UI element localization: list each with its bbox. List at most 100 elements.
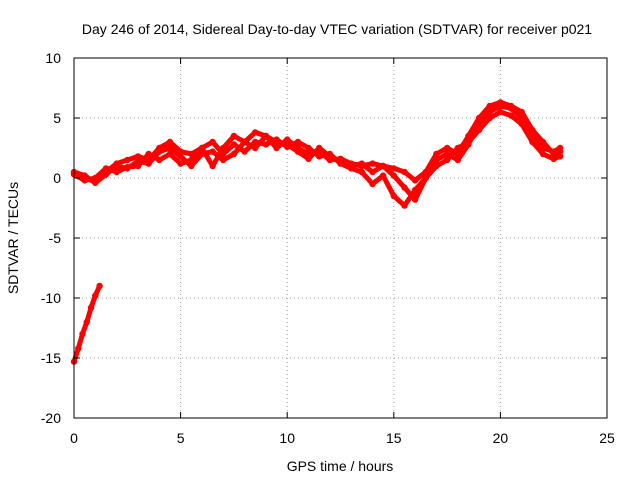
chart-title: Day 246 of 2014, Sidereal Day-to-day VTE… xyxy=(82,21,592,37)
data-point xyxy=(475,120,483,128)
x-tick-label: 20 xyxy=(493,430,509,446)
data-point xyxy=(433,150,440,158)
x-tick-label: 15 xyxy=(386,430,402,446)
data-point xyxy=(252,129,259,136)
data-point xyxy=(411,177,419,184)
data-point xyxy=(145,150,152,158)
data-point xyxy=(87,304,95,311)
data-point xyxy=(556,153,564,160)
data-point xyxy=(294,148,302,155)
data-point xyxy=(209,148,216,155)
data-point xyxy=(273,144,280,152)
data-point xyxy=(209,138,216,146)
data-point xyxy=(294,138,302,146)
data-point xyxy=(156,148,163,155)
data-point xyxy=(443,156,451,164)
x-tick-label: 10 xyxy=(279,430,295,446)
data-point xyxy=(305,144,312,152)
axis-ticks: 0 5 10 15 20 25 -20 -15 -10 -5 0 5 10 xyxy=(41,50,615,446)
data-point xyxy=(401,184,408,191)
data-point xyxy=(198,150,206,158)
series-track-b xyxy=(70,108,564,209)
grid-lines xyxy=(74,58,607,418)
data-point xyxy=(102,171,110,178)
data-point xyxy=(262,141,270,148)
data-point xyxy=(379,172,387,179)
data-point xyxy=(411,196,419,203)
data-point xyxy=(83,318,91,326)
data-point xyxy=(166,138,174,146)
data-point xyxy=(305,155,312,162)
data-point xyxy=(358,160,365,167)
series-early-segment xyxy=(70,282,103,365)
data-point xyxy=(390,165,397,172)
y-axis-label: SDTVAR / TECUs xyxy=(5,182,21,294)
data-point xyxy=(337,158,344,165)
data-point xyxy=(358,168,365,176)
x-tick-label: 25 xyxy=(599,430,615,446)
y-tick-label: -5 xyxy=(49,230,62,246)
plot-frame xyxy=(73,57,608,419)
data-point xyxy=(507,112,515,119)
data-point xyxy=(433,156,440,164)
data-point xyxy=(145,160,152,167)
data-point xyxy=(401,202,408,209)
y-tick-label: -20 xyxy=(41,410,61,426)
data-point xyxy=(518,114,525,122)
data-point xyxy=(497,108,504,116)
data-point xyxy=(252,144,259,152)
data-point xyxy=(539,150,547,158)
x-tick-label: 5 xyxy=(177,430,185,446)
data-point xyxy=(92,179,99,186)
data-point xyxy=(326,153,333,160)
data-point xyxy=(465,141,472,148)
data-point xyxy=(507,105,515,112)
data-point xyxy=(241,138,248,146)
data-point xyxy=(284,136,291,143)
x-tick-label: 0 xyxy=(70,430,78,446)
data-point xyxy=(79,330,86,338)
data-point xyxy=(316,144,323,152)
data-point xyxy=(198,144,206,152)
data-point xyxy=(443,150,451,158)
data-point xyxy=(539,144,547,152)
data-point xyxy=(166,144,174,152)
data-point xyxy=(529,132,536,140)
data-point xyxy=(497,102,504,110)
data-point xyxy=(556,144,564,152)
data-point xyxy=(209,162,216,170)
data-point xyxy=(422,174,429,182)
data-point xyxy=(96,282,103,290)
data-point xyxy=(369,160,376,167)
data-point xyxy=(230,150,238,158)
y-tick-label: -15 xyxy=(41,350,61,366)
data-point xyxy=(124,165,131,172)
data-point xyxy=(284,141,291,148)
x-axis-label: GPS time / hours xyxy=(287,458,394,474)
data-point xyxy=(177,160,184,167)
data-point xyxy=(92,292,99,299)
y-tick-label: 0 xyxy=(53,170,61,186)
data-point xyxy=(379,162,387,170)
data-point xyxy=(550,148,557,155)
y-tick-label: 10 xyxy=(45,50,61,66)
data-point xyxy=(443,144,451,152)
data-point xyxy=(348,162,355,170)
data-point xyxy=(369,168,376,176)
data-point xyxy=(230,132,238,140)
data-point xyxy=(486,108,493,116)
data-point xyxy=(156,156,163,164)
data-point xyxy=(81,172,88,179)
data-point xyxy=(134,158,142,165)
data-point xyxy=(262,132,270,140)
data-point xyxy=(390,172,397,179)
y-tick-label: -10 xyxy=(41,290,61,306)
data-point xyxy=(177,153,184,160)
y-tick-label: 5 xyxy=(53,110,61,126)
data-point xyxy=(113,162,120,170)
series-line xyxy=(71,109,563,209)
data-point xyxy=(241,148,248,155)
data-point xyxy=(486,102,493,110)
data-point xyxy=(220,156,227,164)
